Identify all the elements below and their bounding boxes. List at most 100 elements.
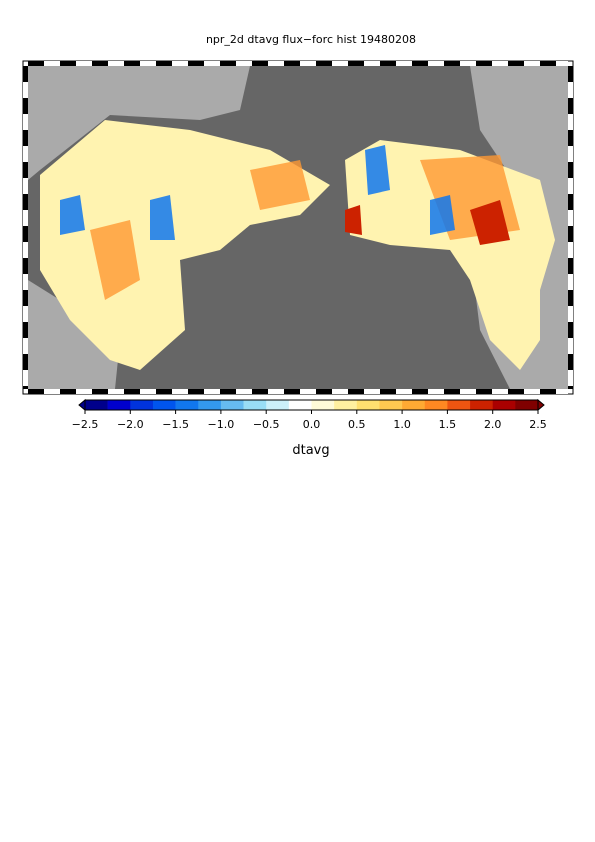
border-segment: [76, 389, 92, 394]
colorbar-tick-label: 0.5: [348, 418, 366, 431]
border-segment: [300, 61, 316, 66]
border-segment: [76, 61, 92, 66]
border-segment: [568, 258, 573, 274]
colorbar-tick-label: −1.0: [208, 418, 235, 431]
border-segment: [172, 389, 188, 394]
colorbar-tick-label: −0.5: [253, 418, 280, 431]
map-border: [23, 61, 573, 394]
border-segment: [428, 61, 444, 66]
colorbar-swatch: [334, 400, 358, 410]
border-segment: [28, 61, 44, 66]
map: [22, 60, 574, 395]
colorbar-swatch: [379, 400, 403, 410]
border-segment: [268, 389, 284, 394]
border-segment: [140, 61, 156, 66]
border-segment: [396, 61, 412, 66]
border-segment: [60, 61, 76, 66]
border-segment: [23, 178, 28, 194]
border-segment: [508, 61, 524, 66]
border-segment: [316, 61, 332, 66]
title: npr_2d dtavg flux−forc hist 19480208: [206, 33, 416, 46]
border-segment: [412, 61, 428, 66]
border-segment: [23, 82, 28, 98]
border-segment: [124, 61, 140, 66]
colorbar-swatch: [220, 400, 244, 410]
border-segment: [23, 242, 28, 258]
border-segment: [92, 61, 108, 66]
colorbar-swatch: [152, 400, 176, 410]
border-segment: [23, 258, 28, 274]
border-segment: [492, 389, 508, 394]
border-segment: [23, 98, 28, 114]
border-segment: [476, 61, 492, 66]
colorbar-swatch: [85, 400, 108, 410]
border-segment: [568, 354, 573, 370]
border-segment: [568, 370, 573, 386]
border-segment: [23, 338, 28, 354]
border-segment: [568, 386, 573, 389]
colorbar-tick-label: 2.0: [484, 418, 502, 431]
colorbar-tick-label: 0.0: [303, 418, 321, 431]
border-segment: [44, 389, 60, 394]
border-segment: [460, 389, 476, 394]
border-segment: [23, 322, 28, 338]
border-segment: [476, 389, 492, 394]
border-segment: [284, 61, 300, 66]
border-segment: [568, 306, 573, 322]
colorbar-swatch: [356, 400, 380, 410]
colorbar-swatch: [515, 400, 539, 410]
border-segment: [23, 210, 28, 226]
border-segment: [492, 61, 508, 66]
border-segment: [236, 389, 252, 394]
border-segment: [92, 389, 108, 394]
data-patch: [345, 200, 510, 245]
border-segment: [332, 389, 348, 394]
colorbar-tick-label: 2.5: [529, 418, 547, 431]
border-segment: [23, 306, 28, 322]
border-segment: [364, 61, 380, 66]
border-segment: [568, 98, 573, 114]
border-segment: [348, 61, 364, 66]
border-segment: [108, 61, 124, 66]
colorbar-swatch: [447, 400, 471, 410]
colorbar-swatch: [311, 400, 335, 410]
colorbar-swatch: [198, 400, 222, 410]
border-segment: [300, 389, 316, 394]
border-segment: [380, 61, 396, 66]
border-segment: [23, 370, 28, 386]
border-segment: [428, 389, 444, 394]
colorbar-tick-label: 1.5: [439, 418, 457, 431]
border-segment: [568, 210, 573, 226]
border-segment: [524, 389, 540, 394]
colorbar-swatch: [424, 400, 448, 410]
colorbar-tick-label: −1.5: [162, 418, 189, 431]
border-segment: [220, 389, 236, 394]
border-segment: [568, 194, 573, 210]
border-segment: [568, 226, 573, 242]
colorbar-swatch: [288, 400, 312, 410]
border-segment: [28, 389, 44, 394]
border-segment: [568, 274, 573, 290]
border-segment: [568, 114, 573, 130]
border-segment: [172, 61, 188, 66]
border-segment: [23, 290, 28, 306]
border-segment: [23, 386, 28, 389]
border-segment: [568, 338, 573, 354]
border-segment: [348, 389, 364, 394]
land: [28, 280, 120, 389]
border-segment: [568, 82, 573, 98]
border-segment: [188, 61, 204, 66]
border-segment: [540, 61, 556, 66]
land: [28, 66, 250, 180]
border-segment: [568, 242, 573, 258]
border-segment: [156, 61, 172, 66]
border-segment: [568, 146, 573, 162]
colorbar-label: dtavg: [292, 443, 329, 458]
border-segment: [188, 389, 204, 394]
colorbar-swatch: [175, 400, 199, 410]
border-segment: [23, 354, 28, 370]
border-segment: [396, 389, 412, 394]
border-segment: [268, 61, 284, 66]
